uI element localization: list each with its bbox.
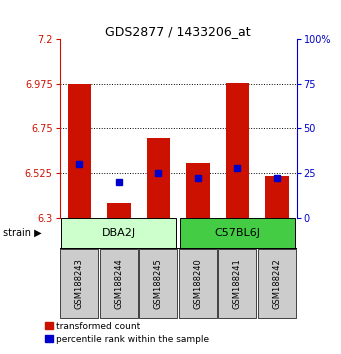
Bar: [139, 249, 177, 318]
Bar: [258, 249, 296, 318]
Text: C57BL6J: C57BL6J: [214, 228, 261, 238]
Bar: [180, 218, 295, 248]
Text: GSM188241: GSM188241: [233, 258, 242, 309]
Text: GSM188244: GSM188244: [115, 258, 123, 309]
Bar: [61, 218, 177, 248]
Bar: [265, 176, 289, 218]
Bar: [100, 249, 138, 318]
Bar: [107, 203, 131, 218]
Text: GSM188240: GSM188240: [193, 258, 203, 309]
Bar: [179, 249, 217, 318]
Text: GSM188242: GSM188242: [272, 258, 281, 309]
Text: GSM188243: GSM188243: [75, 258, 84, 309]
Bar: [226, 82, 249, 218]
Bar: [186, 163, 210, 218]
Title: GDS2877 / 1433206_at: GDS2877 / 1433206_at: [105, 25, 251, 38]
Bar: [68, 84, 91, 218]
Legend: transformed count, percentile rank within the sample: transformed count, percentile rank withi…: [45, 322, 209, 344]
Bar: [147, 138, 170, 218]
Bar: [60, 249, 99, 318]
Text: GSM188245: GSM188245: [154, 258, 163, 309]
Bar: [219, 249, 256, 318]
Text: strain ▶: strain ▶: [3, 228, 42, 238]
Text: DBA2J: DBA2J: [102, 228, 136, 238]
